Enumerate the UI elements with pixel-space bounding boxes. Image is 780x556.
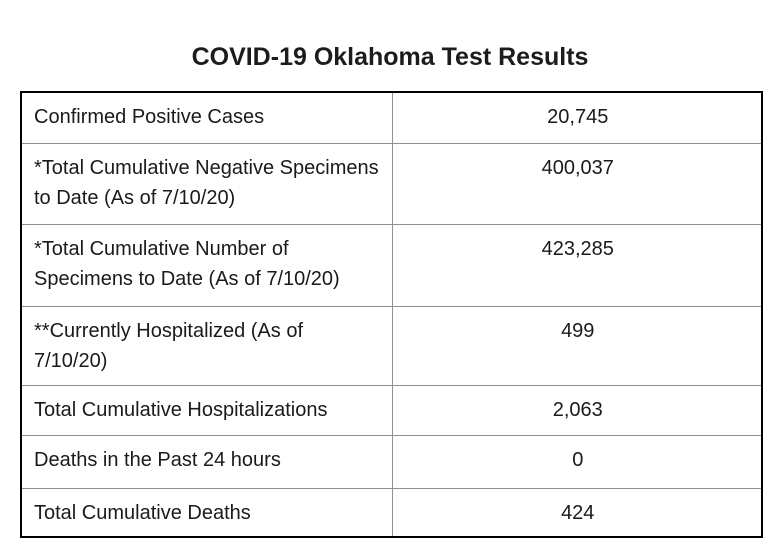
row-value: 20,745 xyxy=(391,91,763,144)
row-value: 499 xyxy=(391,305,763,386)
table-row-total-specimens: *Total Cumulative Number of Specimens to… xyxy=(20,223,763,307)
row-label: *Total Cumulative Number of Specimens to… xyxy=(20,223,393,307)
row-label: Deaths in the Past 24 hours xyxy=(20,434,393,489)
table-row-cumulative-deaths: Total Cumulative Deaths 424 xyxy=(20,487,763,538)
row-label: *Total Cumulative Negative Specimens to … xyxy=(20,142,393,225)
row-value: 0 xyxy=(391,434,763,489)
row-label: Total Cumulative Hospitalizations xyxy=(20,384,393,436)
row-value: 424 xyxy=(391,487,763,538)
row-label: Confirmed Positive Cases xyxy=(20,91,393,144)
table-row-negative-specimens: *Total Cumulative Negative Specimens to … xyxy=(20,142,763,225)
table-row-deaths-24h: Deaths in the Past 24 hours 0 xyxy=(20,434,763,489)
row-label: **Currently Hospitalized (As of 7/10/20) xyxy=(20,305,393,386)
table-row-cumulative-hospitalizations: Total Cumulative Hospitalizations 2,063 xyxy=(20,384,763,436)
row-value: 423,285 xyxy=(391,223,763,307)
results-table-body: Confirmed Positive Cases 20,745 *Total C… xyxy=(20,91,763,538)
table-row-currently-hospitalized: **Currently Hospitalized (As of 7/10/20)… xyxy=(20,305,763,386)
row-value: 400,037 xyxy=(391,142,763,225)
table-row-confirmed-positive: Confirmed Positive Cases 20,745 xyxy=(20,91,763,144)
row-value: 2,063 xyxy=(391,384,763,436)
row-label: Total Cumulative Deaths xyxy=(20,487,393,538)
page-title: COVID-19 Oklahoma Test Results xyxy=(191,43,589,71)
results-table: Confirmed Positive Cases 20,745 *Total C… xyxy=(20,91,763,538)
